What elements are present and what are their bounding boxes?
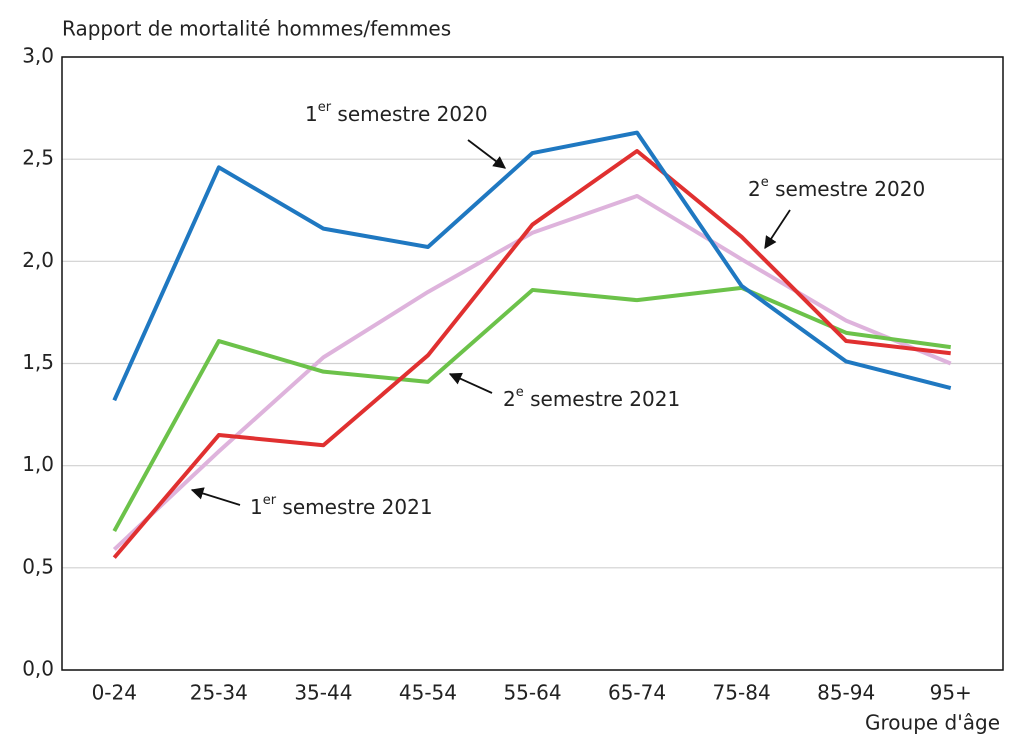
y-tick-label: 2,5 <box>22 146 54 170</box>
line-series <box>112 148 951 559</box>
annotation-arrow <box>467 139 507 169</box>
y-tick-label: 0,5 <box>22 554 54 578</box>
y-axis-label: Rapport de mortalité hommes/femmes <box>62 17 451 41</box>
x-tick-label: 75-84 <box>713 681 771 705</box>
x-tick-label: 95+ <box>930 681 972 705</box>
y-tick-label: 0,0 <box>22 657 54 681</box>
series-annotation: 1er semestre 2020 <box>305 100 488 126</box>
y-tick-label: 3,0 <box>22 44 54 68</box>
y-tick-label: 2,0 <box>22 248 54 272</box>
line-series <box>112 285 951 533</box>
x-axis-label: Groupe d'âge <box>865 711 1000 735</box>
x-tick-label: 55-64 <box>503 681 561 705</box>
y-tick-label: 1,5 <box>22 350 54 374</box>
annotation-arrow <box>448 372 493 394</box>
plot-frame <box>61 56 1004 671</box>
x-tick-label: 45-54 <box>399 681 457 705</box>
line-series <box>112 193 952 551</box>
x-tick-label: 85-94 <box>817 681 875 705</box>
x-tick-label: 35-44 <box>294 681 352 705</box>
annotation-arrow <box>190 487 241 506</box>
x-tick-label: 0-24 <box>92 681 137 705</box>
series-annotation: 1er semestre 2021 <box>250 493 433 519</box>
x-tick-label: 65-74 <box>608 681 666 705</box>
series-annotation: 2e semestre 2020 <box>748 175 925 201</box>
x-tick-label: 25-34 <box>190 681 248 705</box>
y-tick-label: 1,0 <box>22 452 54 476</box>
annotation-arrow <box>764 209 791 250</box>
series-annotation: 2e semestre 2021 <box>503 385 680 411</box>
line-series <box>112 130 952 402</box>
